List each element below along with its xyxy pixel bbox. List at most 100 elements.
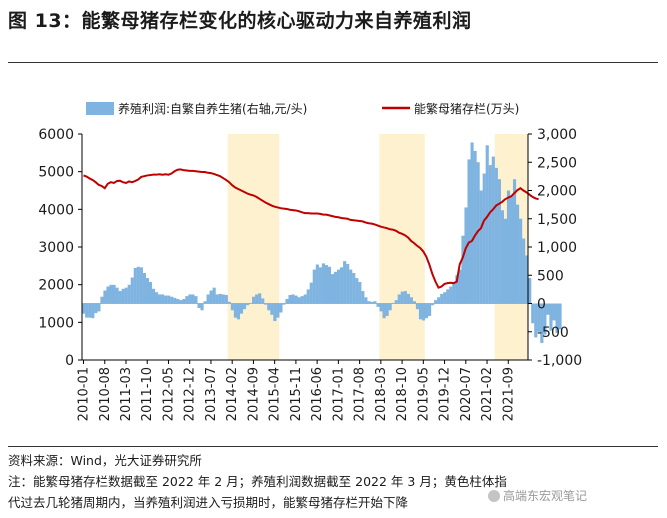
- profit-bar: [94, 303, 98, 314]
- profit-bar: [467, 159, 471, 304]
- right-tick-label: 1,000: [537, 240, 577, 256]
- x-tick-label: 2015-04: [268, 367, 283, 421]
- profit-bar: [497, 179, 501, 304]
- profit-bar: [245, 303, 250, 306]
- profit-bar: [437, 297, 441, 304]
- profit-bar: [358, 282, 362, 304]
- profit-bar: [379, 303, 383, 312]
- profit-bar: [394, 300, 398, 304]
- profit-bar: [115, 287, 119, 304]
- profit-bars: [82, 142, 562, 344]
- right-tick-label: 2,000: [537, 184, 577, 200]
- x-tick-label: 2014-02: [225, 367, 240, 421]
- profit-bar: [139, 267, 143, 304]
- profit-bar: [227, 301, 231, 304]
- profit-bar: [109, 284, 113, 304]
- profit-bar: [373, 301, 377, 304]
- profit-bar: [531, 303, 535, 324]
- x-tick-label: 2014-09: [246, 367, 261, 421]
- profit-bar: [252, 296, 256, 304]
- profit-bar: [270, 303, 274, 315]
- profit-bar: [388, 303, 392, 311]
- legend-bar-swatch: [86, 102, 114, 115]
- shaded-periods: [227, 134, 528, 360]
- profit-bar: [470, 142, 474, 304]
- profit-bar: [509, 196, 514, 304]
- profit-bar: [479, 190, 483, 304]
- profit-bar: [491, 156, 495, 304]
- profit-bar: [242, 303, 247, 310]
- profit-bar: [255, 294, 259, 304]
- left-tick-label: 3000: [38, 240, 74, 256]
- profit-bar: [397, 294, 401, 304]
- right-tick-label: -1,000: [537, 353, 582, 369]
- profit-bar: [555, 303, 559, 333]
- profit-bar: [179, 300, 183, 304]
- source-note: 资料来源：Wind，光大证券研究所: [8, 453, 202, 468]
- x-tick-label: 2020-07: [459, 367, 474, 421]
- profit-bar: [321, 263, 325, 304]
- profit-bar: [279, 303, 283, 313]
- profit-bar: [170, 296, 174, 304]
- profit-bar: [512, 179, 517, 304]
- profit-bar: [161, 294, 165, 304]
- profit-bar: [154, 292, 159, 304]
- profit-bar: [458, 269, 462, 304]
- profit-bar: [124, 287, 128, 304]
- profit-bar: [145, 278, 149, 304]
- left-tick-label: 2000: [38, 278, 74, 294]
- profit-bar: [188, 294, 192, 304]
- left-tick-label: 0: [65, 353, 74, 369]
- profit-bar: [516, 204, 520, 304]
- watermark: 高端东宏观笔记: [488, 487, 587, 504]
- profit-bar: [197, 303, 201, 309]
- profit-bar: [91, 303, 95, 319]
- profit-bar: [276, 303, 280, 318]
- profit-bar: [176, 298, 180, 304]
- profit-bar: [288, 295, 292, 304]
- profit-bar: [203, 301, 207, 304]
- x-tick-label: 2013-07: [204, 367, 219, 421]
- profit-bar: [148, 282, 153, 304]
- left-tick-label: 5000: [38, 165, 74, 181]
- profit-bar: [327, 266, 332, 304]
- profit-bar: [367, 301, 371, 304]
- profit-bar: [385, 303, 389, 316]
- profit-bar: [297, 297, 301, 304]
- axes: 0 1000 2000 3000 4000 5000 6000 -1,000 -500 0 500 1…: [38, 127, 582, 421]
- x-tick-label: 2011-10: [140, 367, 155, 421]
- profit-bar: [449, 286, 453, 304]
- left-tick-label: 4000: [38, 202, 74, 218]
- profit-bar: [352, 272, 356, 304]
- profit-bar: [440, 293, 444, 304]
- x-tick-label: 2017-08: [353, 367, 368, 421]
- profit-bar: [173, 297, 177, 304]
- profit-bar: [473, 150, 477, 304]
- profit-bar: [503, 218, 508, 304]
- profit-bar: [300, 296, 304, 304]
- legend-line-label: 能繁母猪存栏(万头): [414, 101, 519, 116]
- x-tick-label: 2018-10: [395, 367, 410, 421]
- profit-bar: [106, 286, 110, 304]
- profit-bar: [200, 303, 204, 311]
- x-tick-label: 2021-02: [480, 367, 495, 421]
- x-tick-label: 2019-12: [438, 367, 453, 421]
- profit-bar: [421, 303, 426, 321]
- profit-bar: [215, 294, 219, 304]
- profit-bar: [546, 303, 550, 315]
- profit-bar: [406, 293, 410, 304]
- profit-bar: [461, 235, 465, 304]
- profit-bar: [558, 303, 562, 330]
- profit-bar: [346, 263, 350, 304]
- profit-bar: [212, 287, 216, 304]
- profit-bar: [142, 272, 146, 304]
- profit-bar: [537, 303, 541, 332]
- profit-bar: [267, 303, 271, 311]
- legend-bar-label: 养殖利润:自繁自养生猪(右轴,元/头): [118, 101, 307, 116]
- profit-bar: [409, 297, 413, 304]
- profit-bar: [127, 284, 131, 304]
- x-tick-label: 2010-01: [77, 367, 92, 421]
- profit-bar: [185, 296, 189, 304]
- profit-bar: [552, 303, 556, 321]
